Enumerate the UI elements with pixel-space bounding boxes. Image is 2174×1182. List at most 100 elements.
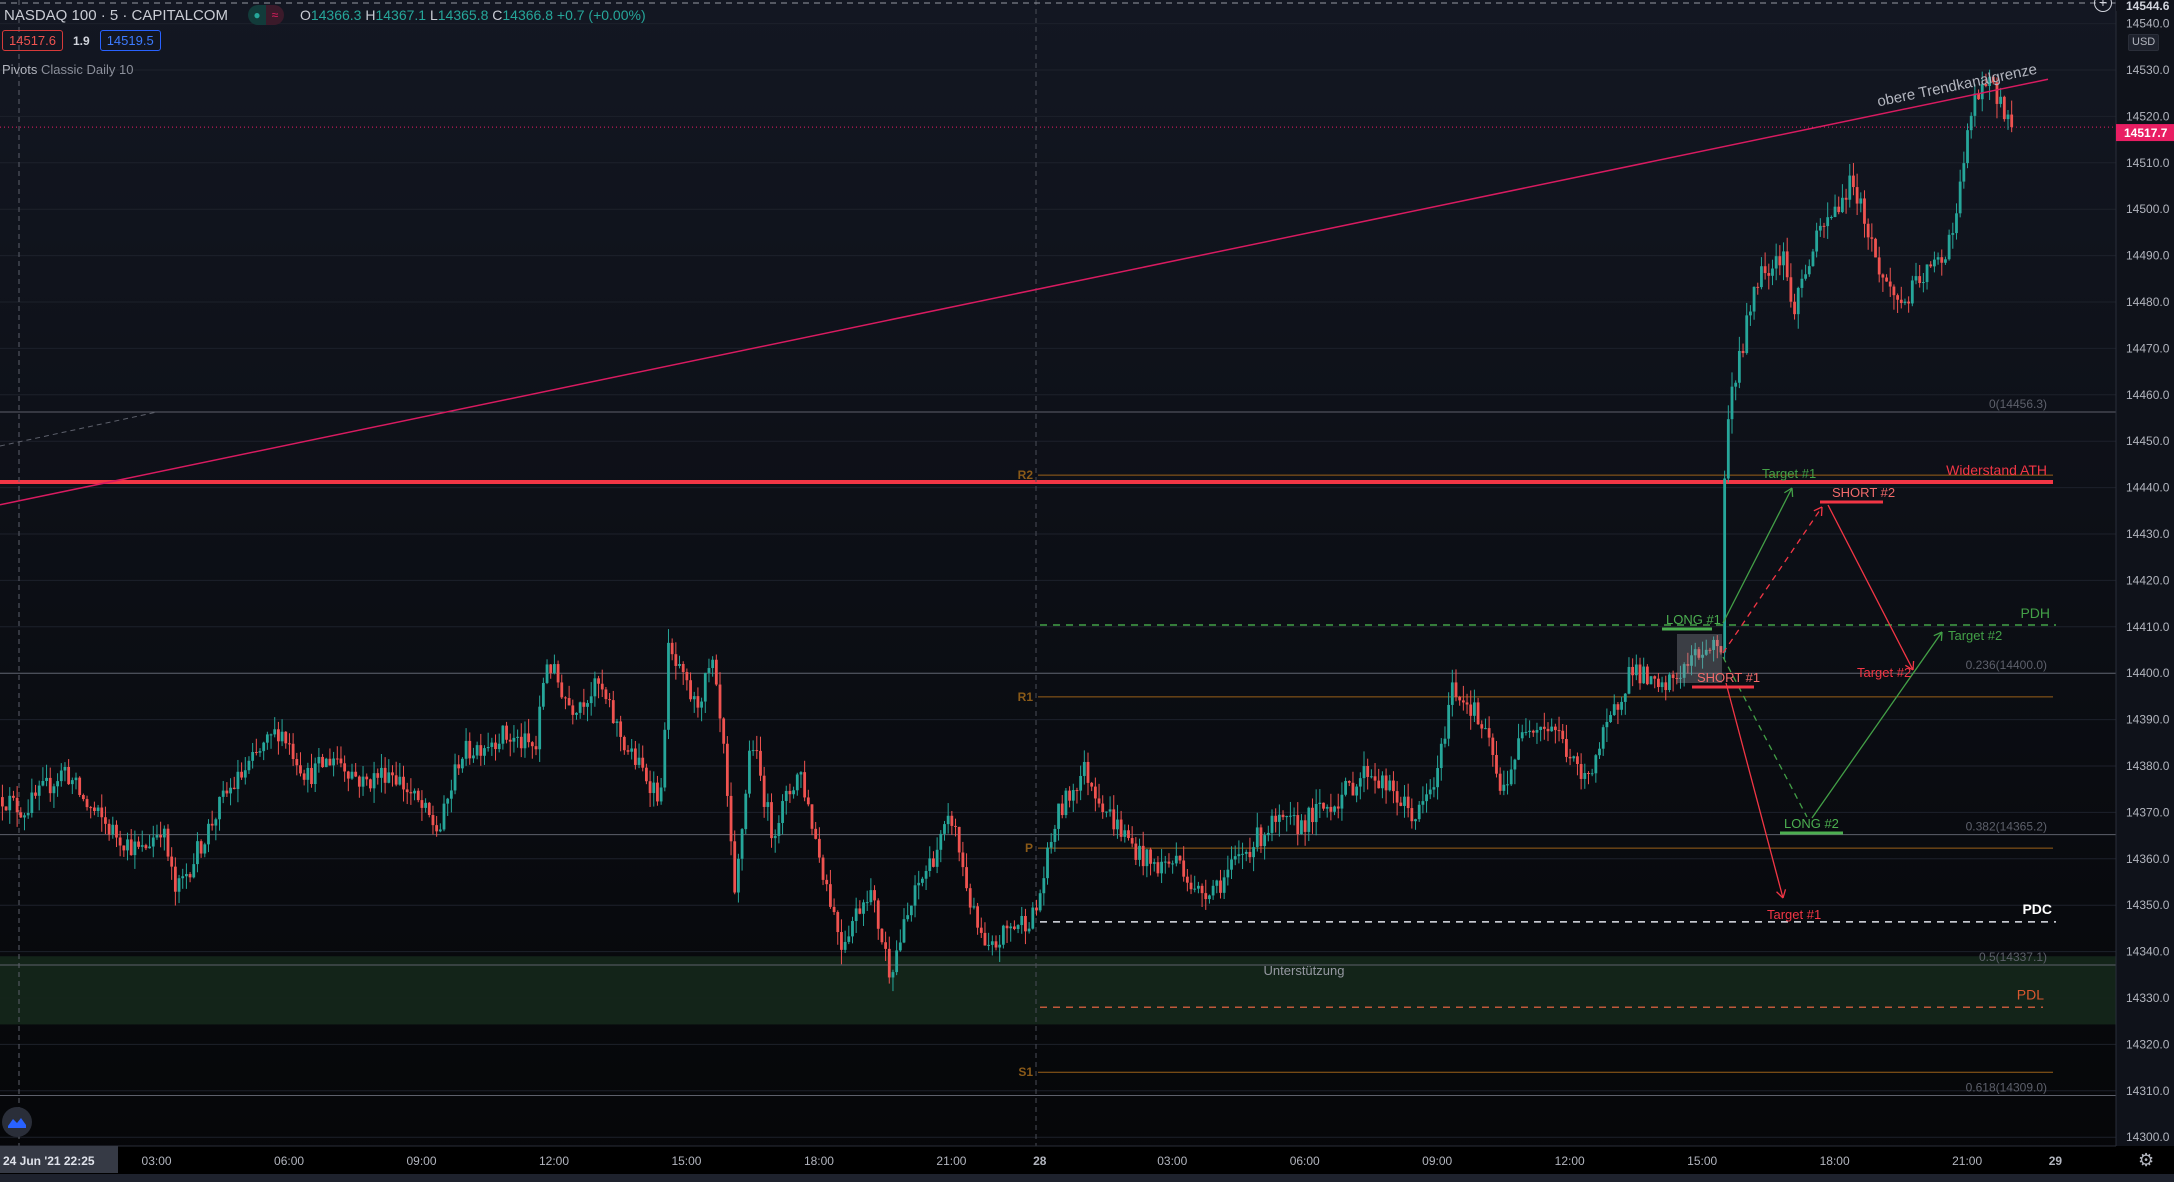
candle (96, 807, 100, 812)
short1-target-arrow[interactable] (1725, 682, 1784, 899)
upper-trend-channel-line[interactable] (0, 78, 2049, 506)
candle (1093, 786, 1097, 799)
short2-entry-arrow[interactable] (1722, 506, 1823, 654)
candle (225, 790, 229, 794)
time-axis[interactable]: 03:00 06:00 09:00 12:00 15:00 18:00 21:00 28 03:… (0, 1145, 2174, 1174)
candle (251, 751, 255, 761)
candle (1675, 678, 1679, 680)
candle (1395, 791, 1399, 803)
candle (1855, 187, 1859, 204)
candle (295, 759, 299, 766)
pdh-label: PDH (2020, 605, 2050, 621)
long2-target-arrow-head (1933, 631, 1943, 637)
candle (34, 792, 37, 796)
candle (1778, 256, 1782, 266)
candle (1914, 276, 1918, 281)
candle (722, 718, 726, 744)
candle (70, 780, 74, 785)
short2-target-arrow-head (1905, 664, 1914, 671)
candle (1594, 755, 1598, 774)
candle (1513, 759, 1517, 770)
buy-button[interactable]: 14519.5 (99, 30, 161, 51)
candle (1300, 820, 1303, 835)
candle (1358, 778, 1362, 787)
candle (48, 777, 52, 794)
candle (1623, 693, 1627, 702)
candle (619, 721, 623, 737)
market-status[interactable]: ● ≈ (247, 5, 284, 25)
indicator-legend[interactable]: Pivots Classic Daily 10 (2, 62, 134, 77)
crosshair-time-label: 24 Jun '21 22:25 (3, 1154, 95, 1168)
candle (26, 812, 30, 816)
candle (1333, 806, 1336, 812)
chart-legend: NASDAQ 100 · 5 · CAPITALCOM ● ≈ O14366.3 … (4, 5, 646, 25)
candle (1075, 790, 1079, 792)
candle (365, 776, 369, 780)
candle (229, 787, 232, 794)
candle (1038, 893, 1042, 911)
candle (523, 733, 527, 749)
candle (1980, 84, 1984, 100)
candle (781, 801, 784, 823)
candle (792, 790, 795, 795)
candle (1966, 130, 1969, 164)
price-axis[interactable]: 14300.0 14310.0 14320.0 14330.0 14340.0 14350… (2115, 0, 2174, 1174)
candle (240, 771, 243, 778)
candle (1068, 790, 1071, 801)
candle (1189, 882, 1193, 890)
candle (1277, 814, 1281, 822)
candle (1955, 213, 1958, 234)
candle (391, 772, 394, 776)
sell-button[interactable]: 14517.6 (2, 30, 63, 51)
long2-label: LONG #2 (1784, 816, 1839, 831)
tradingview-logo-icon[interactable] (2, 1107, 32, 1137)
long2-target-arrow[interactable] (1811, 631, 1943, 819)
price-tick-label: 14410.0 (2126, 620, 2170, 634)
candle (1392, 780, 1395, 792)
long2-entry-path[interactable] (1722, 656, 1808, 818)
last-price-label: 14517.7 (2124, 126, 2168, 140)
currency-label[interactable]: USD (2128, 34, 2160, 51)
candle (862, 902, 865, 914)
settings-gear-icon[interactable]: ⚙ (2138, 1150, 2155, 1170)
candle (615, 721, 619, 724)
long1-target-arrow[interactable] (1722, 487, 1793, 624)
candle (1163, 861, 1167, 863)
candle (1219, 880, 1222, 893)
candle (924, 870, 928, 879)
candle (74, 777, 78, 781)
candle (1138, 845, 1141, 860)
candle (1690, 655, 1693, 666)
candle (383, 767, 387, 783)
candle (1774, 256, 1778, 269)
candle (81, 794, 85, 800)
support-zone[interactable] (0, 956, 2116, 1025)
candle (998, 944, 1002, 948)
candle (306, 767, 310, 780)
candle (317, 756, 321, 764)
candle (1815, 230, 1819, 252)
candle (667, 642, 670, 730)
candle (413, 790, 416, 794)
candle (961, 852, 965, 868)
candle (567, 698, 571, 706)
candle (1660, 682, 1664, 688)
candle (1668, 674, 1671, 691)
short2-target-arrow[interactable] (1827, 504, 1914, 671)
long1-target-arrow-head (1784, 487, 1793, 494)
candle (159, 835, 163, 838)
candle (1609, 715, 1612, 722)
candle (1844, 197, 1848, 200)
candle (376, 773, 380, 778)
candle (273, 729, 277, 735)
candle (1947, 234, 1951, 260)
candle (1439, 743, 1443, 769)
candle (1701, 654, 1704, 658)
entry-zone-box[interactable] (1677, 634, 1722, 683)
candle (166, 828, 170, 857)
price-tick-label: 14420.0 (2126, 573, 2170, 587)
candle (729, 795, 733, 842)
candle (928, 858, 932, 871)
symbol-title[interactable]: NASDAQ 100 · 5 · CAPITALCOM (4, 6, 228, 24)
